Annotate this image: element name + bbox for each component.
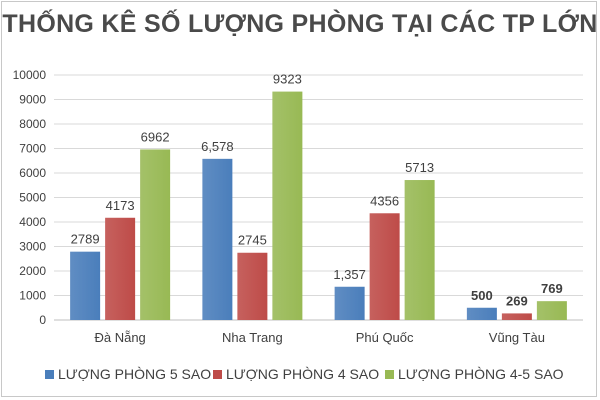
y-tick-label: 1000 xyxy=(19,289,46,303)
y-tick-label: 7000 xyxy=(19,142,46,156)
y-tick-label: 0 xyxy=(39,313,46,327)
x-tick-label: Vũng Tàu xyxy=(489,330,545,345)
legend-label: LƯỢNG PHÒNG 5 SAO xyxy=(58,366,212,382)
bar xyxy=(237,252,268,320)
legend-item: LƯỢNG PHÒNG 4-5 SAO xyxy=(385,363,564,385)
data-label: 2745 xyxy=(238,233,267,248)
legend-item: LƯỢNG PHÒNG 4 SAO xyxy=(213,363,379,385)
legend-label: LƯỢNG PHÒNG 4 SAO xyxy=(226,366,380,382)
y-tick-label: 6000 xyxy=(19,166,46,180)
bar xyxy=(404,180,435,320)
data-label: 500 xyxy=(471,288,493,303)
y-tick-label: 3000 xyxy=(19,240,46,254)
data-labels: 2789 4173 6962 6,578 2745 9323 1,357 4356 5713 50… xyxy=(71,72,563,309)
data-label: 2789 xyxy=(71,232,100,247)
y-tick-label: 10000 xyxy=(13,68,47,82)
bar xyxy=(105,217,136,320)
x-tick-label: Phú Quốc xyxy=(356,330,414,345)
y-tick-label: 8000 xyxy=(19,117,46,131)
bar xyxy=(501,313,532,320)
data-label: 6,578 xyxy=(201,139,234,154)
x-tick-label: Nha Trang xyxy=(222,330,283,345)
legend-item: LƯỢNG PHÒNG 5 SAO xyxy=(45,363,211,385)
y-tick-label: 4000 xyxy=(19,215,46,229)
legend-swatch xyxy=(45,369,54,379)
y-axis-ticks: 0 1000 2000 3000 4000 5000 6000 7000 8000 9000 100… xyxy=(13,68,47,327)
legend-label: LƯỢNG PHÒNG 4-5 SAO xyxy=(398,366,564,382)
bar xyxy=(536,301,567,320)
data-label: 269 xyxy=(506,293,528,308)
y-tick-label: 9000 xyxy=(19,93,46,107)
bar xyxy=(369,213,400,320)
x-tick-label: Đà Nẵng xyxy=(94,330,145,345)
data-label: 4356 xyxy=(370,193,399,208)
y-tick-label: 2000 xyxy=(19,264,46,278)
y-tick-label: 5000 xyxy=(19,191,46,205)
bar xyxy=(70,251,101,320)
legend: LƯỢNG PHÒNG 5 SAO LƯỢNG PHÒNG 4 SAO LƯỢNG … xyxy=(0,363,600,385)
data-label: 9323 xyxy=(273,72,302,87)
data-label: 5713 xyxy=(405,160,434,175)
bars xyxy=(70,91,567,320)
legend-swatch xyxy=(385,369,394,379)
x-axis-ticks: Đà Nẵng Nha Trang Phú Quốc Vũng Tàu xyxy=(94,330,544,345)
data-label: 1,357 xyxy=(333,267,366,282)
bar xyxy=(272,91,303,320)
legend-swatch xyxy=(213,369,222,379)
data-label: 4173 xyxy=(106,198,135,213)
data-label: 769 xyxy=(541,281,563,296)
bar xyxy=(140,149,171,320)
bar xyxy=(202,158,233,320)
bar xyxy=(334,286,365,320)
data-label: 6962 xyxy=(141,129,170,144)
chart-title: THỐNG KÊ SỐ LƯỢNG PHÒNG TẠI CÁC TP LỚN xyxy=(2,10,598,38)
bar xyxy=(466,307,497,320)
